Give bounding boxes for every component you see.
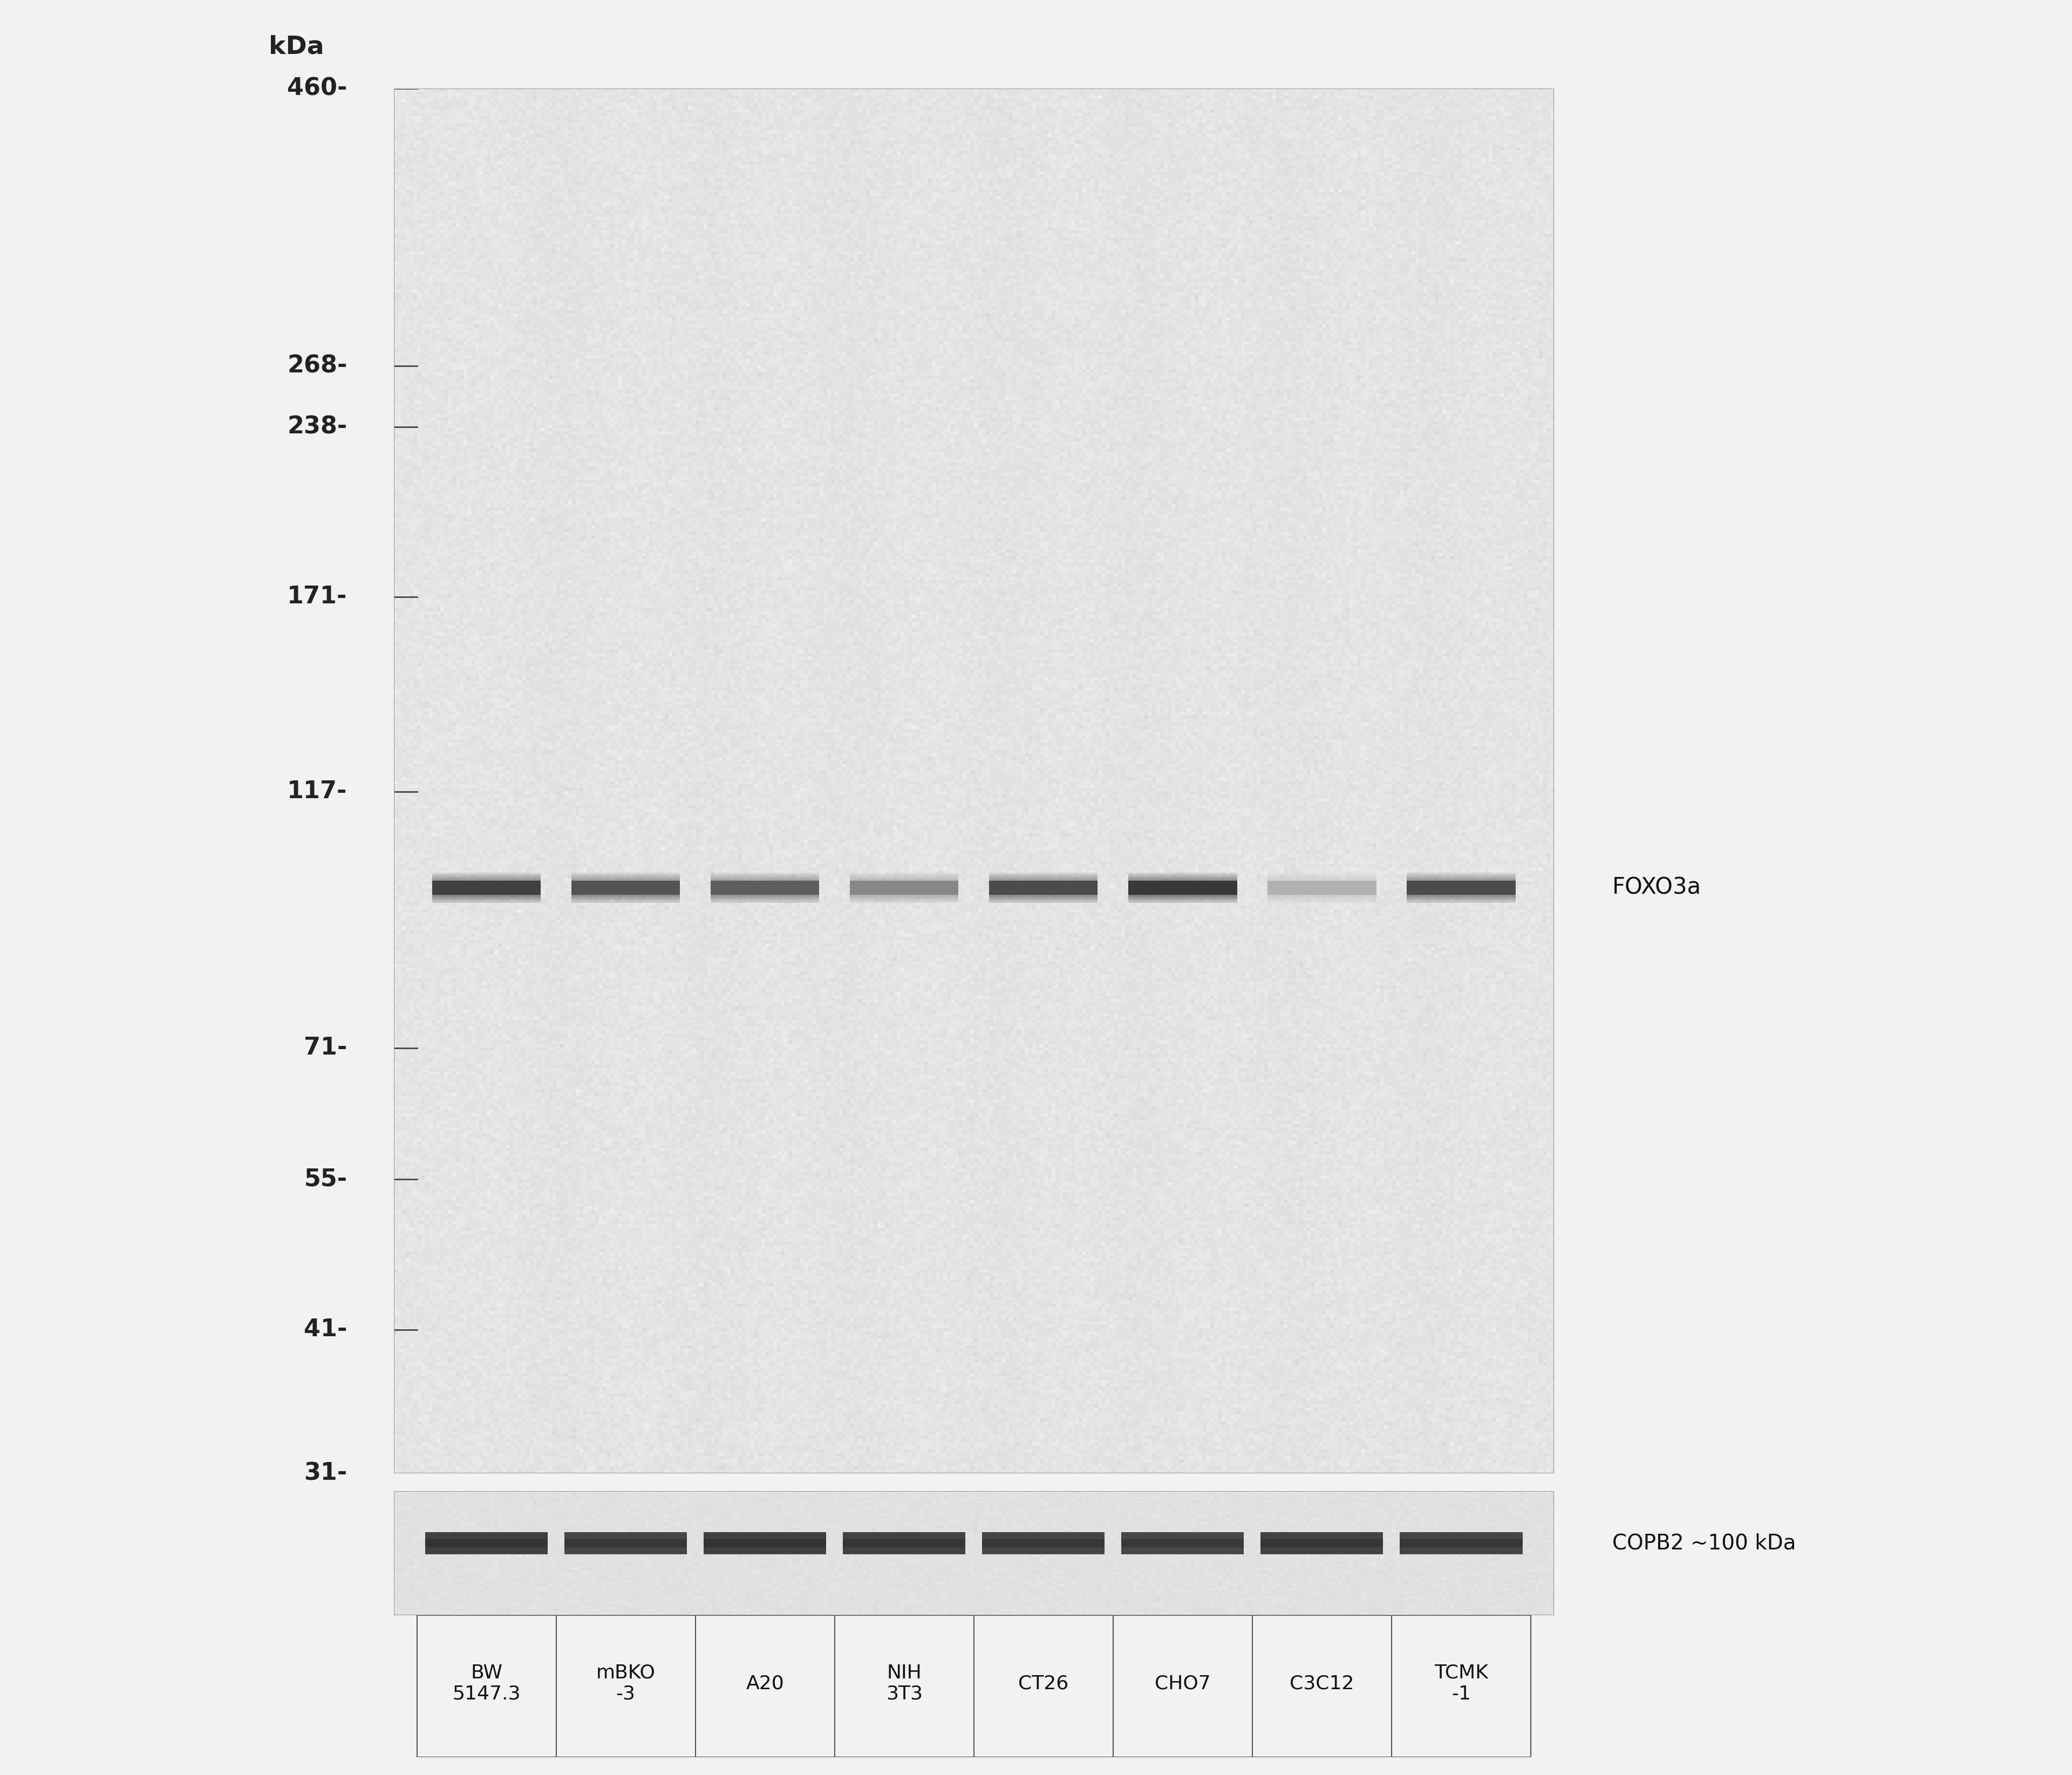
Bar	[1129, 880, 1237, 895]
Bar	[1407, 880, 1515, 895]
Text: 268-: 268-	[288, 355, 348, 378]
Bar	[843, 1532, 966, 1555]
Text: kDa: kDa	[269, 36, 323, 59]
Text: NIH
3T3: NIH 3T3	[887, 1663, 922, 1704]
Bar	[1121, 1539, 1243, 1548]
Bar	[1121, 1532, 1243, 1555]
Bar	[433, 880, 541, 895]
Bar	[564, 1539, 688, 1548]
Bar	[425, 1539, 547, 1548]
Bar	[1401, 1532, 1523, 1555]
Bar	[1401, 1539, 1523, 1548]
Text: TCMK
-1: TCMK -1	[1434, 1663, 1488, 1704]
Text: A20: A20	[746, 1674, 783, 1693]
Text: mBKO
-3: mBKO -3	[597, 1663, 655, 1704]
Bar	[1260, 1539, 1384, 1548]
Bar	[711, 880, 818, 895]
Bar	[850, 880, 959, 895]
Text: 55-: 55-	[305, 1168, 348, 1191]
Bar	[982, 1532, 1104, 1555]
Bar	[1268, 880, 1376, 895]
Text: 460-: 460-	[288, 76, 348, 101]
Text: C3C12: C3C12	[1289, 1674, 1355, 1693]
Text: COPB2 ~100 kDa: COPB2 ~100 kDa	[1612, 1534, 1796, 1553]
Text: 71-: 71-	[305, 1037, 348, 1060]
Bar	[1260, 1532, 1384, 1555]
Text: BW
5147.3: BW 5147.3	[452, 1663, 520, 1704]
Text: CT26: CT26	[1017, 1674, 1069, 1693]
Bar	[564, 1532, 688, 1555]
Bar	[572, 880, 680, 895]
Bar	[704, 1539, 827, 1548]
Text: 41-: 41-	[305, 1319, 348, 1342]
Bar	[425, 1532, 547, 1555]
Bar	[982, 1539, 1104, 1548]
Text: FOXO3a: FOXO3a	[1612, 877, 1701, 900]
Bar	[843, 1539, 966, 1548]
Text: 31-: 31-	[305, 1461, 348, 1486]
Bar	[704, 1532, 827, 1555]
Text: 171-: 171-	[288, 586, 348, 609]
Text: 238-: 238-	[288, 415, 348, 438]
Bar	[988, 880, 1098, 895]
Text: 117-: 117-	[288, 779, 348, 802]
Text: CHO7: CHO7	[1154, 1674, 1210, 1693]
